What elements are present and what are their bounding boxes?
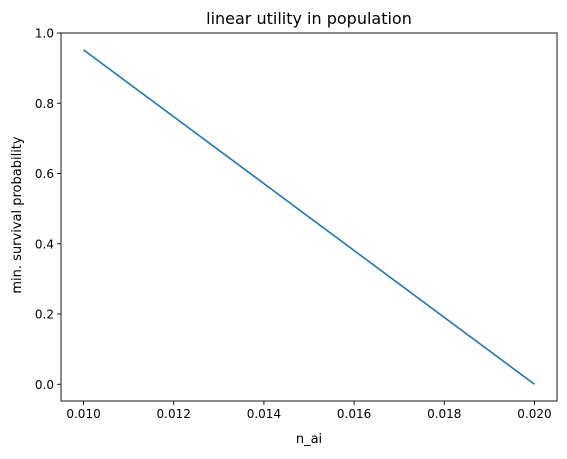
y-axis-label: min. survival probability xyxy=(10,136,25,294)
y-tick-label: 0.4 xyxy=(35,237,54,251)
y-tick-label: 0.6 xyxy=(35,167,54,181)
y-tick-label: 0.0 xyxy=(35,378,54,392)
x-tick-label: 0.020 xyxy=(517,407,551,421)
chart-title: linear utility in population xyxy=(206,9,412,28)
y-tick-label: 0.2 xyxy=(35,308,54,322)
y-tick-label: 1.0 xyxy=(35,27,54,41)
y-tick-label: 0.8 xyxy=(35,97,54,111)
x-tick-label: 0.012 xyxy=(157,407,191,421)
x-tick-label: 0.010 xyxy=(66,407,100,421)
x-tick-label: 0.014 xyxy=(247,407,281,421)
x-tick-label: 0.016 xyxy=(337,407,371,421)
x-tick-label: 0.018 xyxy=(427,407,461,421)
x-axis-label: n_ai xyxy=(296,432,322,447)
